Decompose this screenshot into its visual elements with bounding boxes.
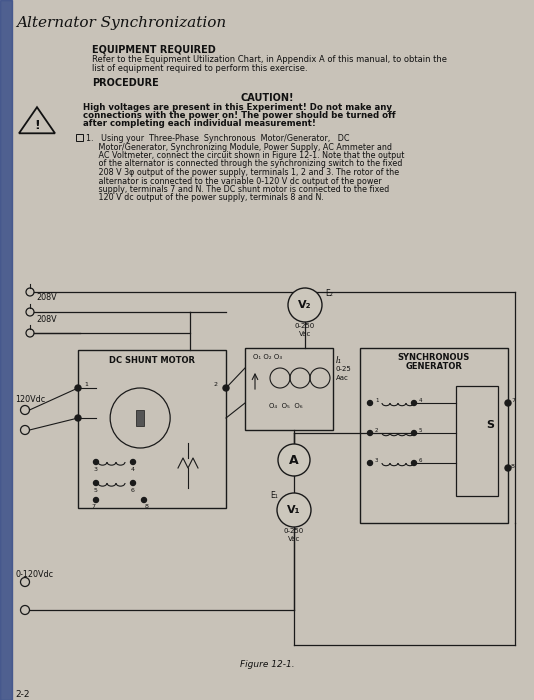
Text: 8: 8 [145,504,149,509]
Text: 5: 5 [419,428,422,433]
Circle shape [93,498,98,503]
Circle shape [505,400,511,406]
Text: Aac: Aac [336,375,349,381]
Circle shape [412,400,417,405]
Text: 120Vdc: 120Vdc [15,395,45,405]
Circle shape [93,459,98,465]
Circle shape [142,498,146,503]
Text: Refer to the Equipment Utilization Chart, in Appendix A of this manual, to obtai: Refer to the Equipment Utilization Chart… [92,55,447,64]
Circle shape [412,430,417,435]
Circle shape [75,415,81,421]
Text: 1: 1 [375,398,379,403]
Text: O₁ O₂ O₃: O₁ O₂ O₃ [253,354,282,360]
Text: of the alternator is connected through the synchronizing switch to the fixed: of the alternator is connected through t… [86,160,403,169]
Text: E₁: E₁ [270,491,278,500]
Circle shape [278,444,310,476]
Text: E₂: E₂ [325,288,333,298]
Text: alternator is connected to the variable 0-120 V dc output of the power: alternator is connected to the variable … [86,176,382,186]
Circle shape [412,461,417,466]
Text: 5: 5 [94,488,98,493]
Text: O₄  O₅  O₆: O₄ O₅ O₆ [269,403,303,409]
Text: High voltages are present in this Experiment! Do not make any: High voltages are present in this Experi… [83,103,392,112]
Text: EQUIPMENT REQUIRED: EQUIPMENT REQUIRED [92,44,216,54]
Text: CAUTION!: CAUTION! [240,93,294,103]
Text: 7: 7 [511,398,515,402]
Text: 4: 4 [419,398,422,403]
Text: 8: 8 [511,463,515,468]
Bar [78,350,226,508]
Bar [0,0,12,700]
Circle shape [367,430,373,435]
Text: !: ! [34,119,40,132]
Text: 0-25: 0-25 [336,366,352,372]
Circle shape [130,480,136,486]
Text: SYNCHRONOUS: SYNCHRONOUS [398,353,470,362]
Text: 120 V dc output of the power supply, terminals 8 and N.: 120 V dc output of the power supply, ter… [86,193,324,202]
Text: I₁: I₁ [336,356,342,365]
Text: 0-120Vdc: 0-120Vdc [15,570,53,579]
Text: 208V: 208V [36,293,57,302]
Circle shape [288,288,322,322]
Text: Figure 12-1.: Figure 12-1. [240,660,294,669]
Text: list of equipment required to perform this exercise.: list of equipment required to perform th… [92,64,308,73]
Circle shape [223,385,229,391]
Text: Alternator Synchronization: Alternator Synchronization [16,16,226,30]
Text: 2-2: 2-2 [15,690,29,699]
Circle shape [75,385,81,391]
Text: AC Voltmeter, connect the circuit shown in Figure 12-1. Note that the output: AC Voltmeter, connect the circuit shown … [86,151,404,160]
Text: 208V: 208V [36,316,57,325]
Text: 6: 6 [419,458,422,463]
Text: V₁: V₁ [287,505,301,515]
Text: Vac: Vac [288,536,300,542]
Circle shape [277,493,311,527]
Text: S: S [486,419,494,430]
Text: 6: 6 [131,488,135,493]
Text: 3: 3 [94,467,98,472]
Bar [245,348,333,430]
Circle shape [367,400,373,405]
Text: 0-250: 0-250 [284,528,304,534]
Text: GENERATOR: GENERATOR [405,362,462,371]
Text: after completing each individual measurement!: after completing each individual measure… [83,119,316,128]
Text: 7: 7 [91,504,95,509]
Text: supply, terminals 7 and N. The DC shunt motor is connected to the fixed: supply, terminals 7 and N. The DC shunt … [86,185,389,194]
Circle shape [93,480,98,486]
Bar [360,348,508,523]
Text: PROCEDURE: PROCEDURE [92,78,159,88]
Circle shape [505,465,511,471]
Text: 208 V 3φ output of the power supply, terminals 1, 2 and 3. The rotor of the: 208 V 3φ output of the power supply, ter… [86,168,399,177]
Text: 3: 3 [375,458,379,463]
Text: DC SHUNT MOTOR: DC SHUNT MOTOR [109,356,195,365]
Circle shape [367,461,373,466]
Text: connections with the power on! The power should be turned off: connections with the power on! The power… [83,111,396,120]
Text: A: A [289,454,299,466]
Text: 1.   Using your  Three-Phase  Synchronous  Motor/Generator,   DC: 1. Using your Three-Phase Synchronous Mo… [86,134,349,143]
Text: Vac: Vac [299,331,311,337]
Text: 2: 2 [214,382,218,387]
Text: 1: 1 [84,382,88,387]
Text: V₂: V₂ [299,300,312,310]
Text: 0-250: 0-250 [295,323,315,329]
Bar [76,134,83,141]
Bar [456,386,498,496]
Circle shape [130,459,136,465]
Text: Motor/Generator, Synchronizing Module, Power Supply, AC Ammeter and: Motor/Generator, Synchronizing Module, P… [86,143,392,151]
Text: 2: 2 [375,428,379,433]
Text: 4: 4 [131,467,135,472]
Bar [136,410,144,426]
